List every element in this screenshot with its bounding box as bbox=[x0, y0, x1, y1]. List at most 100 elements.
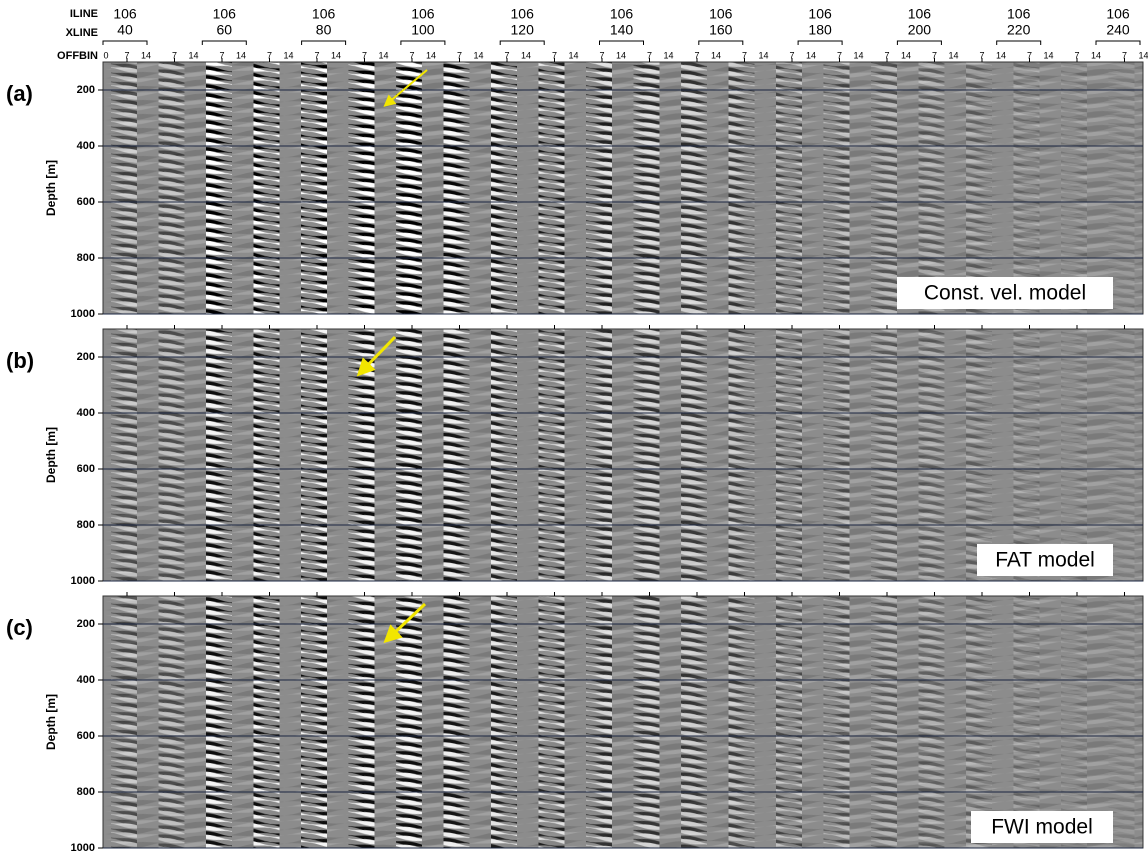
offbin-tick: 14 bbox=[616, 50, 626, 60]
offbin-tick: 14 bbox=[568, 50, 578, 60]
panel-label: (b) bbox=[6, 348, 34, 373]
offbin-tick: 14 bbox=[996, 50, 1006, 60]
offbin-tick: 14 bbox=[473, 50, 483, 60]
xline-label: 60 bbox=[217, 22, 233, 38]
offbin-tick: 14 bbox=[426, 50, 436, 60]
offbin-tick: 7 bbox=[1122, 50, 1127, 60]
offbin-tick: 7 bbox=[742, 50, 747, 60]
xline-label: 200 bbox=[908, 22, 932, 38]
seismic-gather bbox=[538, 596, 565, 848]
seismic-gather bbox=[1013, 596, 1040, 848]
seismic-gather bbox=[111, 596, 137, 848]
xline-label: 80 bbox=[316, 22, 332, 38]
y-tick-label: 200 bbox=[77, 618, 95, 630]
offbin-tick: 14 bbox=[948, 50, 958, 60]
seismic-gather bbox=[538, 329, 565, 581]
seismic-gather bbox=[348, 329, 375, 581]
yellow-arrow bbox=[356, 335, 397, 377]
seismic-gather bbox=[301, 62, 327, 314]
offbin-tick: 14 bbox=[283, 50, 293, 60]
seismic-gather bbox=[348, 596, 375, 848]
y-tick-label: 800 bbox=[77, 519, 95, 531]
group-bracket bbox=[599, 40, 644, 45]
offbin-tick: 14 bbox=[901, 50, 911, 60]
y-tick-label: 400 bbox=[77, 407, 95, 419]
y-tick-label: 400 bbox=[77, 140, 95, 152]
seismic-gather bbox=[586, 62, 612, 314]
seismic-gather bbox=[776, 596, 802, 848]
seismic-gather bbox=[253, 596, 280, 848]
seismic-gather bbox=[111, 329, 137, 581]
offbin-tick: 7 bbox=[694, 50, 699, 60]
offbin-tick: 7 bbox=[932, 50, 937, 60]
y-axis-label: Depth [m] bbox=[44, 160, 58, 216]
offbin-tick: 14 bbox=[378, 50, 388, 60]
group-bracket bbox=[400, 40, 446, 45]
offbin-tick: 14 bbox=[663, 50, 673, 60]
offbin-tick: 7 bbox=[172, 50, 177, 60]
group-bracket bbox=[797, 40, 843, 45]
group-bracket bbox=[698, 40, 744, 45]
y-axis-label: Depth [m] bbox=[44, 427, 58, 483]
iline-label: 106 bbox=[908, 6, 932, 22]
seismic-gather bbox=[728, 329, 755, 581]
seismic-gather bbox=[776, 329, 802, 581]
xline-label: 180 bbox=[808, 22, 832, 38]
xline-label: 140 bbox=[610, 22, 634, 38]
offbin-tick: 14 bbox=[711, 50, 721, 60]
model-box bbox=[971, 811, 1113, 843]
seismic-gather bbox=[633, 329, 660, 581]
seismic-gather bbox=[1108, 596, 1135, 848]
iline-label: 106 bbox=[808, 6, 832, 22]
header-row-label: ILINE bbox=[70, 8, 98, 20]
seismic-gather bbox=[158, 596, 185, 848]
group-bracket bbox=[996, 40, 1042, 45]
group-bracket bbox=[896, 40, 942, 45]
seismic-gather bbox=[1108, 62, 1135, 314]
offbin-tick: 7 bbox=[837, 50, 842, 60]
panel-label: (c) bbox=[6, 615, 33, 640]
y-tick-label: 200 bbox=[77, 351, 95, 363]
seismic-gather bbox=[728, 62, 755, 314]
offbin-tick: 7 bbox=[219, 50, 224, 60]
seismic-gather bbox=[443, 62, 470, 314]
offbin-tick: 14 bbox=[1138, 50, 1148, 60]
seismic-gather bbox=[348, 62, 375, 314]
seismic-gather bbox=[871, 596, 897, 848]
model-box bbox=[897, 277, 1113, 309]
offbin-tick: 14 bbox=[1043, 50, 1053, 60]
seismic-gather bbox=[918, 62, 945, 314]
offbin-tick: 7 bbox=[884, 50, 889, 60]
offbin-tick: 14 bbox=[758, 50, 768, 60]
seismic-gather bbox=[1108, 329, 1135, 581]
yellow-arrow bbox=[383, 602, 427, 644]
seismic-gather bbox=[1013, 62, 1040, 314]
xline-label: 240 bbox=[1106, 22, 1130, 38]
xline-label: 220 bbox=[1007, 22, 1031, 38]
xline-label: 100 bbox=[411, 22, 435, 38]
y-tick-label: 200 bbox=[77, 84, 95, 96]
seismic-gather bbox=[823, 329, 850, 581]
offbin-tick: 14 bbox=[331, 50, 341, 60]
offbin-tick: 7 bbox=[599, 50, 604, 60]
iline-label: 106 bbox=[213, 6, 237, 22]
model-label: FWI model bbox=[991, 816, 1093, 839]
offbin-tick: 14 bbox=[1091, 50, 1101, 60]
seismic-gather bbox=[253, 329, 280, 581]
group-bracket bbox=[301, 40, 347, 45]
group-bracket bbox=[1095, 40, 1141, 45]
seismic-gather bbox=[586, 596, 612, 848]
seismic-gather bbox=[681, 62, 707, 314]
seismic-gather bbox=[396, 329, 422, 581]
seismic-gather bbox=[253, 62, 280, 314]
model-label: Const. vel. model bbox=[924, 282, 1086, 305]
model-label: FAT model bbox=[995, 549, 1095, 572]
offbin-tick: 0 bbox=[103, 50, 108, 60]
seismic-gather bbox=[1013, 329, 1040, 581]
offbin-tick: 7 bbox=[504, 50, 509, 60]
seismic-gather bbox=[396, 62, 422, 314]
offbin-tick: 7 bbox=[552, 50, 557, 60]
seismic-gather bbox=[491, 329, 517, 581]
y-tick-label: 1000 bbox=[71, 842, 95, 853]
